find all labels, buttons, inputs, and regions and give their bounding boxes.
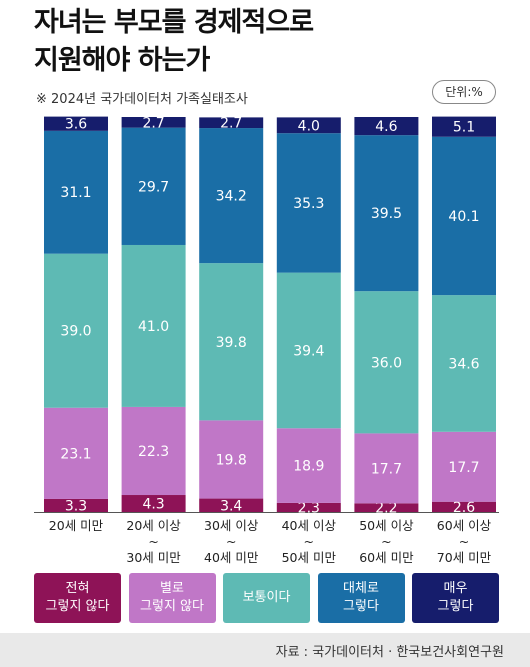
- bar-segment-not_really-3: [276, 428, 341, 503]
- category-label-1-1: ~: [148, 534, 158, 549]
- data-label-very-2: 2.7: [220, 116, 242, 132]
- bar-segment-mostly-4: [354, 135, 419, 292]
- data-label-never-1: 4.3: [142, 497, 164, 513]
- data-label-never-4: 2.2: [375, 501, 397, 517]
- legend-item-not_really: 별로 그렇지 않다: [128, 573, 216, 623]
- bar-segment-mostly-2: [199, 128, 264, 264]
- survey-note: ※ 2024년 국가데이터처 가족실태조사: [36, 92, 248, 107]
- bar-segment-very-5: [432, 116, 496, 137]
- category-label-3-2: 50세 미만: [282, 550, 337, 565]
- data-label-never-2: 3.4: [220, 498, 242, 514]
- bar-segment-not_really-0: [44, 407, 108, 499]
- bar-segment-very-0: [44, 116, 108, 131]
- category-label-4-0: 50세 이상: [359, 518, 414, 533]
- data-label-neutral-4: 36.0: [371, 355, 402, 371]
- bar-segment-never-4: [354, 503, 419, 512]
- bar-segment-mostly-1: [121, 127, 186, 245]
- bar-segment-neutral-4: [354, 291, 419, 434]
- source-bar: 자료 : 국가데이터처 · 한국보건사회연구원: [0, 633, 530, 667]
- data-label-mostly-4: 39.5: [371, 206, 402, 222]
- category-label-4-1: ~: [381, 534, 391, 549]
- bar-segment-very-1: [121, 117, 186, 128]
- bar-segment-neutral-0: [44, 253, 108, 408]
- bar-segment-neutral-2: [199, 263, 264, 421]
- data-label-very-4: 4.6: [375, 119, 397, 135]
- data-label-never-5: 2.6: [453, 500, 475, 516]
- data-label-not_really-2: 19.8: [216, 452, 247, 468]
- bar-segment-very-4: [354, 117, 419, 136]
- data-label-not_really-1: 22.3: [138, 444, 169, 460]
- legend-item-never: 전혀 그렇지 않다: [34, 573, 121, 623]
- bar-segment-never-0: [44, 498, 108, 512]
- data-label-not_really-5: 17.7: [448, 460, 479, 476]
- category-label-3-0: 40세 이상: [282, 518, 337, 533]
- source-text: 자료 : 국가데이터처 · 한국보건사회연구원: [275, 645, 504, 660]
- data-label-not_really-4: 17.7: [371, 461, 402, 477]
- bar-segment-very-2: [199, 117, 264, 129]
- category-label-1-2: 30세 미만: [126, 550, 181, 565]
- bar-segment-never-5: [432, 501, 496, 512]
- category-label-5-1: ~: [459, 534, 469, 549]
- data-label-not_really-0: 23.1: [60, 446, 91, 462]
- category-label-3-1: ~: [304, 534, 314, 549]
- data-label-not_really-3: 18.9: [293, 459, 324, 475]
- bar-segment-never-3: [276, 502, 341, 512]
- data-label-very-0: 3.6: [65, 117, 87, 133]
- bar-segment-mostly-5: [432, 136, 496, 296]
- data-label-neutral-1: 41.0: [138, 319, 169, 335]
- category-label-2-0: 30세 이상: [204, 518, 259, 533]
- data-label-neutral-0: 39.0: [60, 324, 91, 340]
- bar-segment-not_really-4: [354, 433, 419, 504]
- bar-segment-not_really-1: [121, 406, 186, 496]
- title-line-1: 자녀는 부모를 경제적으로: [34, 7, 314, 38]
- category-label-0-0: 20세 미만: [49, 518, 104, 533]
- stacked-bar-chart: 3.3 23.1 39.0 31.1 3.6 20세 미만 4.3 22.3 41.0 29.7 2…: [34, 115, 499, 565]
- bar-segment-not_really-2: [199, 420, 264, 499]
- category-label-4-2: 60세 미만: [359, 550, 414, 565]
- data-label-neutral-5: 34.6: [448, 356, 479, 372]
- data-label-mostly-5: 40.1: [448, 209, 479, 225]
- data-label-never-0: 3.3: [65, 498, 87, 514]
- legend-item-mostly: 대체로 그렇다: [317, 573, 405, 623]
- bar-segment-mostly-0: [44, 130, 108, 254]
- data-label-very-5: 5.1: [453, 120, 475, 136]
- bar-segment-very-3: [276, 117, 341, 134]
- data-label-never-3: 2.3: [298, 500, 320, 516]
- category-label-1-0: 20세 이상: [126, 518, 181, 533]
- bar-segment-never-1: [121, 495, 186, 512]
- data-label-neutral-3: 39.4: [293, 343, 324, 359]
- bar-segment-neutral-3: [276, 272, 341, 429]
- legend: 전혀 그렇지 않다 별로 그렇지 않다 보통이다 대체로 그렇다 매우 그렇다: [34, 573, 499, 623]
- category-label-5-0: 60세 이상: [437, 518, 492, 533]
- legend-item-very: 매우 그렇다: [412, 573, 499, 623]
- bar-segment-mostly-3: [276, 133, 341, 273]
- bar-segment-not_really-5: [432, 431, 496, 502]
- category-label-5-2: 70세 미만: [437, 550, 492, 565]
- data-label-very-1: 2.7: [142, 115, 164, 131]
- chart-title: 자녀는 부모를 경제적으로 지원해야 하는가: [34, 4, 474, 80]
- bar-segment-neutral-1: [121, 244, 186, 407]
- data-label-very-3: 4.0: [298, 118, 320, 134]
- data-label-mostly-1: 29.7: [138, 179, 169, 195]
- legend-item-neutral: 보통이다: [223, 573, 310, 623]
- bar-segment-never-2: [199, 498, 264, 512]
- category-label-2-1: ~: [226, 534, 236, 549]
- category-label-2-2: 40세 미만: [204, 550, 259, 565]
- data-label-mostly-0: 31.1: [60, 185, 91, 201]
- unit-badge: 단위:%: [432, 80, 496, 104]
- data-label-neutral-2: 39.8: [216, 335, 247, 351]
- data-label-mostly-3: 35.3: [293, 196, 324, 212]
- data-label-mostly-2: 34.2: [216, 189, 247, 205]
- title-line-2: 지원해야 하는가: [34, 45, 210, 76]
- bar-segment-neutral-5: [432, 295, 496, 432]
